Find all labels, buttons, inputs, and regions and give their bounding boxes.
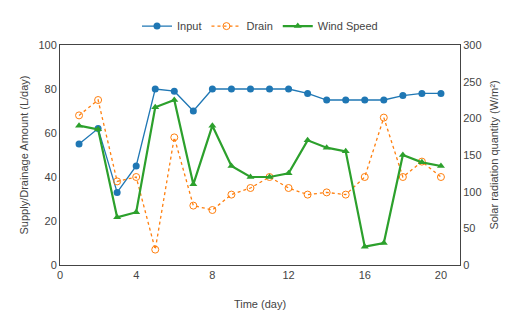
- svg-text:20: 20: [45, 215, 57, 227]
- svg-text:0: 0: [57, 269, 63, 281]
- svg-text:60: 60: [45, 127, 57, 139]
- svg-text:12: 12: [282, 269, 294, 281]
- svg-text:0: 0: [51, 259, 57, 271]
- svg-text:20: 20: [435, 269, 447, 281]
- svg-text:8: 8: [209, 269, 215, 281]
- svg-text:40: 40: [45, 171, 57, 183]
- svg-text:100: 100: [38, 39, 56, 51]
- svg-text:Time (day): Time (day): [234, 298, 286, 310]
- svg-text:4: 4: [133, 269, 139, 281]
- svg-text:80: 80: [45, 83, 57, 95]
- svg-text:250: 250: [463, 76, 481, 88]
- svg-text:0: 0: [463, 259, 469, 271]
- svg-text:Supply/Drainage Amount (L/day): Supply/Drainage Amount (L/day): [18, 76, 30, 235]
- svg-text:Solar radiation quantity (W/m²: Solar radiation quantity (W/m²): [488, 80, 500, 229]
- svg-text:Wind Speed: Wind Speed: [318, 20, 378, 32]
- svg-text:Input: Input: [177, 20, 201, 32]
- svg-text:Drain: Drain: [246, 20, 272, 32]
- svg-text:50: 50: [463, 222, 475, 234]
- svg-text:100: 100: [463, 186, 481, 198]
- svg-text:16: 16: [359, 269, 371, 281]
- svg-text:150: 150: [463, 149, 481, 161]
- svg-text:300: 300: [463, 39, 481, 51]
- svg-text:200: 200: [463, 112, 481, 124]
